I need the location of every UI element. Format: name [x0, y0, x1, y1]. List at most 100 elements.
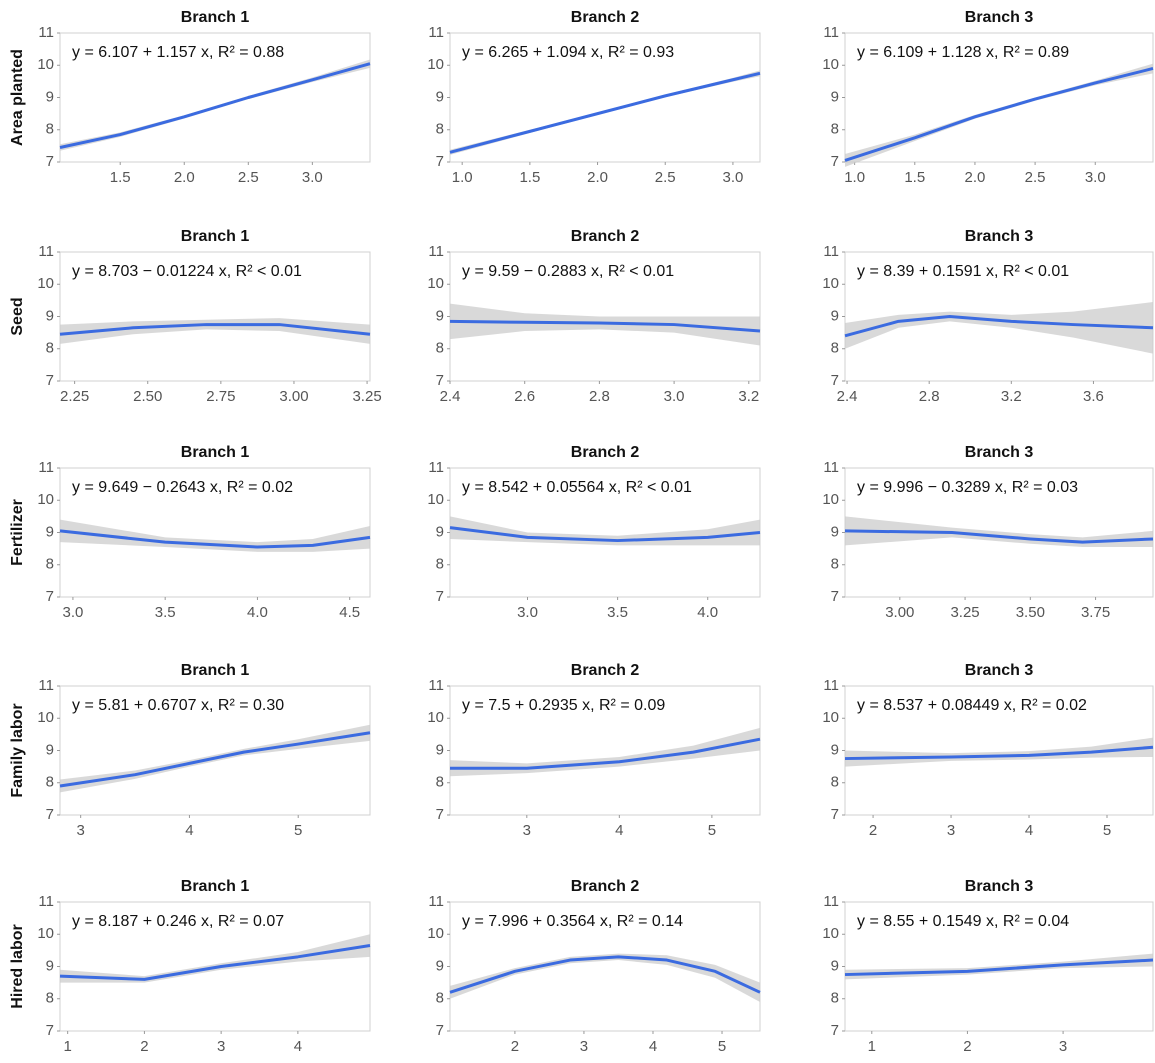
- plot-marks: [844, 301, 1154, 354]
- confidence-band: [60, 59, 370, 151]
- y-tick-label: 9: [46, 741, 54, 758]
- x-tick-label: 4.0: [247, 604, 268, 621]
- confidence-band: [845, 301, 1153, 354]
- y-axis-label: Seed: [9, 297, 26, 335]
- x-tick-label: 3: [947, 822, 955, 839]
- x-tick-label: 3.2: [1001, 388, 1022, 405]
- y-tick-label: 10: [37, 56, 54, 73]
- x-tick-label: 5: [718, 1038, 726, 1055]
- y-axis-label: Family labor: [9, 703, 26, 797]
- y-tick-label: 10: [37, 275, 54, 292]
- y-tick-label: 7: [831, 153, 839, 170]
- x-tick-label: 3: [1059, 1038, 1067, 1055]
- y-tick-label: 10: [37, 491, 54, 508]
- panel: Branch 1 Family labor 7 8 9 10 11 3 4 5 y = 5.81 +…: [9, 662, 371, 839]
- panel-title: Branch 1: [181, 878, 250, 895]
- x-tick-label: 3.0: [302, 169, 323, 186]
- panel-title: Branch 2: [571, 9, 640, 26]
- x-tick-label: 2.25: [60, 388, 89, 405]
- x-tick-label: 4: [1025, 822, 1033, 839]
- y-tick-label: 8: [436, 990, 444, 1007]
- fit-line: [59, 731, 371, 788]
- x-tick-label: 3.50: [1016, 604, 1045, 621]
- y-tick-label: 10: [822, 275, 839, 292]
- x-tick-label: 4.5: [339, 604, 360, 621]
- panel-title: Branch 3: [965, 228, 1034, 245]
- plot-marks: [844, 516, 1154, 548]
- x-tick-label: 1.0: [844, 169, 865, 186]
- y-tick-label: 11: [428, 24, 444, 41]
- x-tick-label: 3.2: [738, 388, 759, 405]
- x-tick-label: 3.25: [950, 604, 979, 621]
- x-tick-label: 2.6: [514, 388, 535, 405]
- x-tick-label: 3.5: [155, 604, 176, 621]
- x-tick-label: 2: [869, 822, 877, 839]
- equation: y = 9.649 − 0.2643 x, R² = 0.02: [72, 479, 293, 496]
- y-tick-label: 9: [831, 88, 839, 105]
- plot-marks: [449, 70, 761, 155]
- equation: y = 8.542 + 0.05564 x, R² < 0.01: [462, 479, 692, 496]
- equation: y = 6.265 + 1.094 x, R² = 0.93: [462, 44, 674, 61]
- y-tick-label: 11: [38, 893, 54, 910]
- y-tick-label: 10: [427, 56, 444, 73]
- y-tick-label: 7: [831, 372, 839, 389]
- panel: Branch 2 7 8 9 10 11 2 3 4 5 y = 7.996 + 0.3564 x,…: [427, 878, 761, 1055]
- x-tick-label: 1: [868, 1038, 876, 1055]
- x-tick-label: 2.5: [1025, 169, 1046, 186]
- panel: Branch 2 7 8 9 10 11 3 4 5 y = 7.5 + 0.2935 x, R²…: [427, 662, 761, 839]
- equation: y = 5.81 + 0.6707 x, R² = 0.30: [72, 697, 284, 714]
- panel-title: Branch 3: [965, 9, 1034, 26]
- y-tick-label: 8: [831, 556, 839, 573]
- panel-title: Branch 1: [181, 9, 250, 26]
- fit-line: [844, 67, 1154, 162]
- y-tick-label: 9: [436, 957, 444, 974]
- panel: Branch 1 Area planted 7 8 9 10 11 1.5 2.0 2.5 3.0 y…: [9, 9, 371, 186]
- y-tick-label: 8: [436, 774, 444, 791]
- plot-marks: [59, 59, 371, 151]
- panel: Branch 3 7 8 9 10 11 1.0 1.5 2.0 2.5 3.0 y = 6.109 …: [822, 9, 1154, 186]
- plot-frame: [59, 32, 371, 163]
- fit-line: [59, 944, 371, 981]
- y-tick-label: 9: [46, 523, 54, 540]
- x-tick-label: 4: [185, 822, 193, 839]
- y-tick-label: 9: [46, 88, 54, 105]
- y-tick-label: 9: [436, 88, 444, 105]
- y-tick-label: 11: [428, 459, 444, 476]
- panel-title: Branch 3: [965, 662, 1034, 679]
- y-tick-label: 9: [436, 307, 444, 324]
- y-tick-label: 9: [436, 741, 444, 758]
- y-tick-label: 8: [436, 340, 444, 357]
- fit-line: [449, 955, 761, 994]
- x-tick-label: 3.0: [722, 169, 743, 186]
- plot-marks: [844, 63, 1154, 167]
- y-tick-label: 11: [823, 243, 839, 260]
- x-tick-label: 2.0: [965, 169, 986, 186]
- equation: y = 9.996 − 0.3289 x, R² = 0.03: [857, 479, 1078, 496]
- plot-marks: [844, 953, 1154, 980]
- y-tick-label: 7: [831, 1022, 839, 1039]
- panel: Branch 3 7 8 9 10 11 3.00 3.25 3.50 3.75 y = 9.996…: [822, 444, 1154, 621]
- y-axis-label: Fertilizer: [9, 499, 26, 566]
- y-tick-label: 10: [822, 709, 839, 726]
- y-tick-label: 10: [822, 491, 839, 508]
- y-tick-label: 8: [831, 990, 839, 1007]
- x-tick-label: 2.0: [587, 169, 608, 186]
- y-tick-label: 11: [38, 459, 54, 476]
- x-tick-label: 3: [523, 822, 531, 839]
- fit-line: [844, 529, 1154, 544]
- confidence-band: [60, 519, 370, 552]
- x-tick-label: 3: [580, 1038, 588, 1055]
- equation: y = 8.703 − 0.01224 x, R² < 0.01: [72, 263, 302, 280]
- y-tick-label: 9: [831, 307, 839, 324]
- panel: Branch 1 Seed 7 8 9 10 11 2.25 2.50 2.75 3.00 3.25 y…: [9, 228, 381, 405]
- y-tick-label: 11: [38, 677, 54, 694]
- fit-line: [59, 529, 371, 549]
- y-tick-label: 9: [831, 957, 839, 974]
- y-tick-label: 10: [822, 56, 839, 73]
- panel-title: Branch 1: [181, 444, 250, 461]
- panel-title: Branch 2: [571, 662, 640, 679]
- panel-title: Branch 1: [181, 662, 250, 679]
- y-tick-label: 10: [37, 925, 54, 942]
- confidence-band: [450, 953, 760, 1002]
